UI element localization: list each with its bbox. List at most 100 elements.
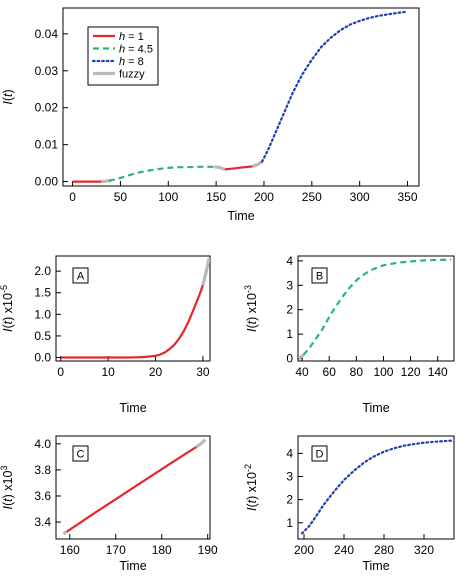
- x-tick-label: 10: [101, 365, 115, 379]
- chart-A: 0 10 20 30 0.0 0.5 1.0 1.5 2.0 Time I(t) x10-5 A: [0, 255, 211, 415]
- y-tick-label: 2: [286, 303, 293, 317]
- panel-label-box: [72, 445, 89, 462]
- series-group: [62, 438, 207, 536]
- x-tick-label: 30: [196, 365, 210, 379]
- legend-label-rest: = 1: [125, 31, 144, 43]
- y-tick-label: 3: [286, 470, 293, 484]
- x-tick-label: 60: [323, 365, 337, 379]
- chart-D: 200 240 280 320 1 2 3 4 Time I(t) x10-2 D: [243, 435, 455, 573]
- y-axis-title-exponent: -2: [243, 464, 253, 472]
- y-axis-title: I(t): [1, 89, 15, 104]
- series-line-fuzzy: [201, 257, 210, 286]
- y-axis-title-paren: (: [245, 324, 259, 329]
- series-group: [300, 439, 454, 535]
- x-tick-label: 40: [295, 365, 309, 379]
- y-tick-label: 2.0: [34, 264, 51, 278]
- x-tick-label: 170: [106, 543, 126, 557]
- series-line-fuzzy: [251, 160, 263, 168]
- y-tick-label: 0.01: [35, 138, 59, 152]
- series-line-h-1: [60, 284, 204, 359]
- series-line-h-8: [261, 10, 409, 163]
- series-line-h-8: [300, 439, 454, 535]
- series-line-h-4-5: [302, 258, 452, 356]
- series-group: [60, 257, 210, 359]
- x-tick-label: 20: [149, 365, 163, 379]
- y-axis-title-italic: I: [1, 505, 15, 509]
- y-axis-title-exponent: -3: [243, 285, 253, 293]
- y-axis-title-paren: (: [245, 503, 259, 508]
- x-tick-label: 320: [414, 543, 434, 557]
- x-axis-title: Time: [119, 559, 146, 573]
- series-line-fuzzy: [195, 438, 207, 449]
- y-tick-label: 3.6: [34, 489, 51, 503]
- y-axis-title-var: t: [1, 93, 15, 97]
- legend-label: h = 4.5: [119, 44, 153, 56]
- y-tick-label: 4.0: [34, 437, 51, 451]
- x-tick-label: 160: [60, 543, 80, 557]
- y-axis-title-italic: I: [1, 328, 15, 332]
- series-line-h-1: [65, 446, 197, 533]
- y-tick-label: 1.0: [34, 307, 51, 321]
- y-axis-title-scale: x10: [245, 293, 259, 317]
- y-tick-label: 0.02: [35, 101, 59, 115]
- x-tick-label: 280: [374, 543, 394, 557]
- y-axis-title-close: ): [245, 496, 259, 500]
- x-tick-label: 250: [302, 190, 322, 204]
- y-tick-label: 1: [286, 516, 293, 530]
- legend-label: h = 8: [119, 56, 144, 68]
- y-tick-label: 0: [286, 352, 293, 366]
- x-tick-label: 120: [401, 365, 421, 379]
- y-tick-label: 3.8: [34, 463, 51, 477]
- y-axis-title-close: ): [1, 89, 15, 93]
- y-axis-title-var: t: [245, 320, 259, 324]
- y-tick-label: 0.04: [35, 27, 59, 41]
- legend-label: fuzzy: [119, 69, 145, 81]
- series-line-fuzzy: [62, 530, 68, 536]
- y-axis-title: I(t) x10-2: [243, 464, 259, 511]
- y-axis-title-italic: I: [245, 328, 259, 332]
- y-tick-label: 0.00: [35, 175, 59, 189]
- series-line-h-1: [224, 165, 253, 171]
- y-tick-label: 4: [286, 446, 293, 460]
- y-tick-label: 4: [286, 254, 293, 268]
- panel-label: B: [316, 271, 323, 283]
- series-line-fuzzy: [298, 353, 305, 360]
- y-axis-title-exponent: -5: [0, 285, 9, 293]
- x-tick-label: 300: [350, 190, 370, 204]
- y-axis-title-italic: I: [1, 101, 15, 105]
- y-axis-title: I(t) x103: [0, 466, 15, 510]
- x-tick-label: 200: [254, 190, 274, 204]
- panel-label-box: [311, 445, 328, 462]
- y-axis-title-var: t: [1, 498, 15, 502]
- panel-label: D: [316, 449, 324, 461]
- x-tick-label: 80: [350, 365, 364, 379]
- y-axis-title-close: ): [1, 494, 15, 498]
- x-tick-label: 140: [428, 365, 448, 379]
- x-tick-label: 350: [398, 190, 418, 204]
- y-tick-label: 0.03: [35, 64, 59, 78]
- y-tick-label: 3: [286, 278, 293, 292]
- y-axis-title-paren: (: [1, 501, 15, 506]
- series-line-h-4-5: [108, 165, 215, 182]
- legend-label-var: h: [119, 56, 125, 68]
- x-tick-label: 200: [294, 543, 314, 557]
- panel-label-box: [72, 267, 89, 284]
- panel-label-box: [311, 267, 328, 284]
- x-axis-title: Time: [362, 401, 389, 415]
- panel-label: A: [77, 271, 85, 283]
- y-axis-title-var: t: [1, 320, 15, 324]
- legend-label-rest: = 8: [125, 56, 144, 68]
- y-tick-label: 0.5: [34, 329, 51, 343]
- y-tick-label: 1: [286, 327, 293, 341]
- y-axis-title: I(t) x10-3: [243, 285, 259, 332]
- x-tick-label: 100: [158, 190, 178, 204]
- series-group: [298, 258, 452, 360]
- y-axis-title-exponent: 3: [0, 466, 9, 471]
- series-line-fuzzy: [214, 165, 226, 171]
- y-axis-title-close: ): [245, 317, 259, 321]
- x-tick-label: 50: [114, 190, 128, 204]
- y-axis-title-scale: x10: [245, 472, 259, 496]
- legend-label-var: h: [119, 31, 125, 43]
- chart-main: 0 50 100 150 200 250 300 350 0.00 0.01 0.02 0.03 0.0…: [1, 7, 420, 223]
- y-tick-label: 2: [286, 493, 293, 507]
